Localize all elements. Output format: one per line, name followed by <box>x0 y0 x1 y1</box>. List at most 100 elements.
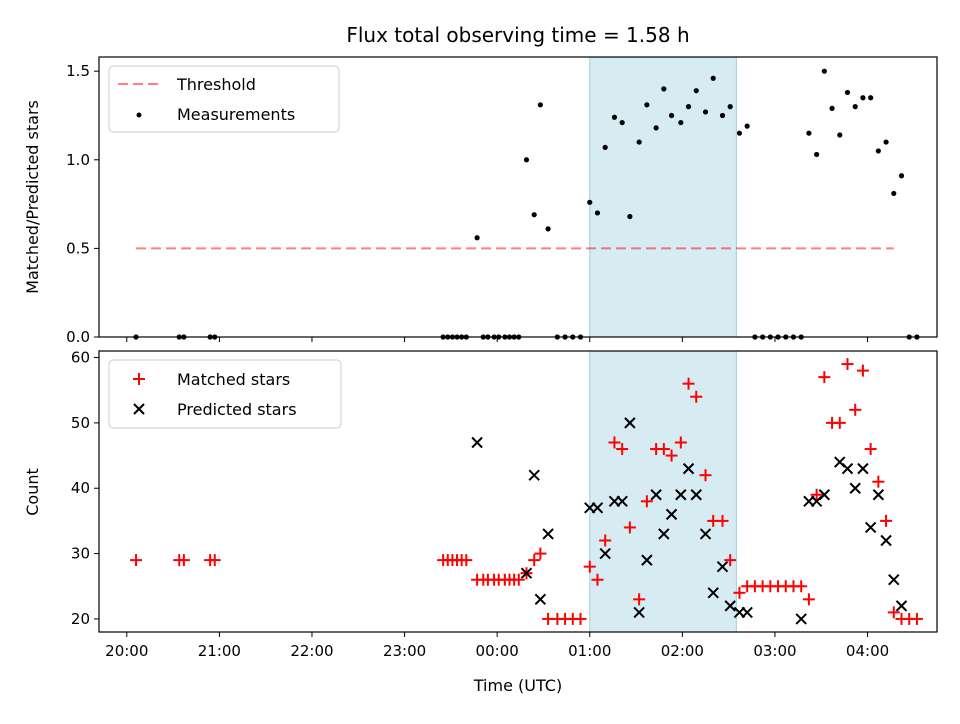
measurement-point <box>702 109 709 115</box>
figure-title: Flux total observing time = 1.58 h <box>346 23 689 47</box>
predicted-star-point <box>880 534 892 547</box>
predicted-star-point <box>864 521 877 534</box>
legend-predicted-label: Predicted stars <box>177 400 297 419</box>
measurement-point <box>860 95 866 101</box>
bottom-x-axis: 20:00 21:00 22:00 23:00 00:00 01:00 02:00 03:00… <box>105 632 889 660</box>
measurement-point <box>587 199 593 205</box>
predicted-star-point <box>895 600 908 612</box>
measurement-point <box>644 102 650 108</box>
matched-star-point <box>733 586 746 599</box>
legend-matched-label: Matched stars <box>177 370 290 389</box>
measurement-point <box>744 123 750 129</box>
matched-star-point <box>674 436 687 449</box>
matched-star-point <box>841 358 854 371</box>
matched-star-point <box>591 573 604 586</box>
matched-star-point <box>623 521 636 534</box>
measurement-point <box>829 105 835 111</box>
bottom-x-axis-label: Time (UTC) <box>473 676 562 695</box>
top-y-axis: 0.0 0.5 1.0 1.5 <box>66 62 99 346</box>
x-tick-label: 23:00 <box>383 642 426 660</box>
matched-star-point <box>130 554 143 567</box>
predicted-star-point <box>599 547 611 560</box>
x-tick-label: 04:00 <box>846 642 889 660</box>
predicted-star-point <box>641 554 653 566</box>
predicted-star-point <box>542 528 554 540</box>
matched-star-point <box>690 390 703 403</box>
measurement-point <box>668 112 675 119</box>
measurement-point <box>537 102 543 108</box>
measurement-point <box>898 173 905 179</box>
legend-predicted-swatch <box>133 403 145 415</box>
predicted-star-point <box>818 489 831 501</box>
top-y-tick-label: 0.0 <box>66 328 90 346</box>
x-tick-label: 21:00 <box>198 642 241 660</box>
measurement-point <box>806 130 812 136</box>
top-legend: Threshold Measurements <box>108 65 340 133</box>
measurement-point <box>531 212 537 218</box>
measurement-point <box>523 157 530 163</box>
matched-star-point <box>208 554 221 567</box>
predicted-star-point <box>888 574 900 586</box>
measurement-point <box>883 139 889 145</box>
measurement-point <box>837 132 843 138</box>
matched-star-point <box>716 514 729 527</box>
top-panel: 0.0 0.5 1.0 1.5 Matched/Predicted stars Thr… <box>23 56 938 346</box>
matched-star-point <box>460 554 473 567</box>
x-tick-label: 00:00 <box>476 642 519 660</box>
predicted-star-point <box>633 606 645 619</box>
matched-star-point <box>724 554 737 567</box>
matched-star-point <box>599 534 612 547</box>
predicted-star-point <box>849 482 861 494</box>
predicted-star-point <box>520 567 533 579</box>
predicted-star-point <box>682 462 695 475</box>
x-tick-label: 22:00 <box>290 642 333 660</box>
top-x-ticks <box>126 337 869 342</box>
predicted-star-point <box>624 417 636 429</box>
predicted-star-point <box>716 560 729 573</box>
matched-star-point <box>872 475 885 488</box>
top-y-tick-label: 1.5 <box>66 62 90 80</box>
matched-star-point <box>833 416 846 429</box>
measurement-point <box>619 119 625 126</box>
top-y-axis-label: Matched/Predicted stars <box>23 100 42 294</box>
x-tick-label: 02:00 <box>661 642 704 660</box>
matched-star-point <box>887 606 900 619</box>
bottom-y-axis: 20 30 40 50 60 <box>71 349 99 628</box>
bottom-y-tick-label: 20 <box>71 610 90 628</box>
matched-star-point <box>665 449 678 462</box>
measurement-point <box>727 104 733 110</box>
matched-star-point <box>682 377 695 390</box>
bottom-y-axis-label: Count <box>23 468 42 516</box>
measurement-point <box>719 112 726 119</box>
predicted-star-point <box>741 606 753 619</box>
bottom-y-tick-label: 40 <box>71 479 90 497</box>
predicted-star-point <box>471 436 483 449</box>
measurement-point <box>868 95 874 101</box>
measurement-point <box>653 125 659 131</box>
measurement-point <box>875 148 881 154</box>
bottom-y-tick-label: 30 <box>71 545 90 563</box>
measurement-point <box>636 139 642 145</box>
predicted-star-point <box>872 489 885 501</box>
matched-star-point <box>512 573 525 586</box>
legend-measurements-swatch <box>136 112 142 118</box>
measurement-point <box>821 68 827 74</box>
legend-measurements-label: Measurements <box>177 105 295 124</box>
measurement-point <box>693 88 699 94</box>
measurement-point <box>736 130 743 136</box>
measurement-point <box>814 151 820 158</box>
matched-star-point <box>856 364 869 377</box>
predicted-star-point <box>665 508 678 521</box>
predicted-star-point <box>841 462 854 475</box>
bottom-y-tick-label: 50 <box>71 414 90 432</box>
measurement-point <box>594 210 601 216</box>
matched-star-point <box>657 443 670 456</box>
predicted-star-point <box>690 489 702 501</box>
predicted-star-point <box>857 462 869 475</box>
predicted-star-point <box>528 469 540 481</box>
matched-star-point <box>810 488 823 501</box>
matched-star-point <box>583 560 596 573</box>
matched-star-point <box>608 436 621 449</box>
x-tick-label: 03:00 <box>753 642 796 660</box>
